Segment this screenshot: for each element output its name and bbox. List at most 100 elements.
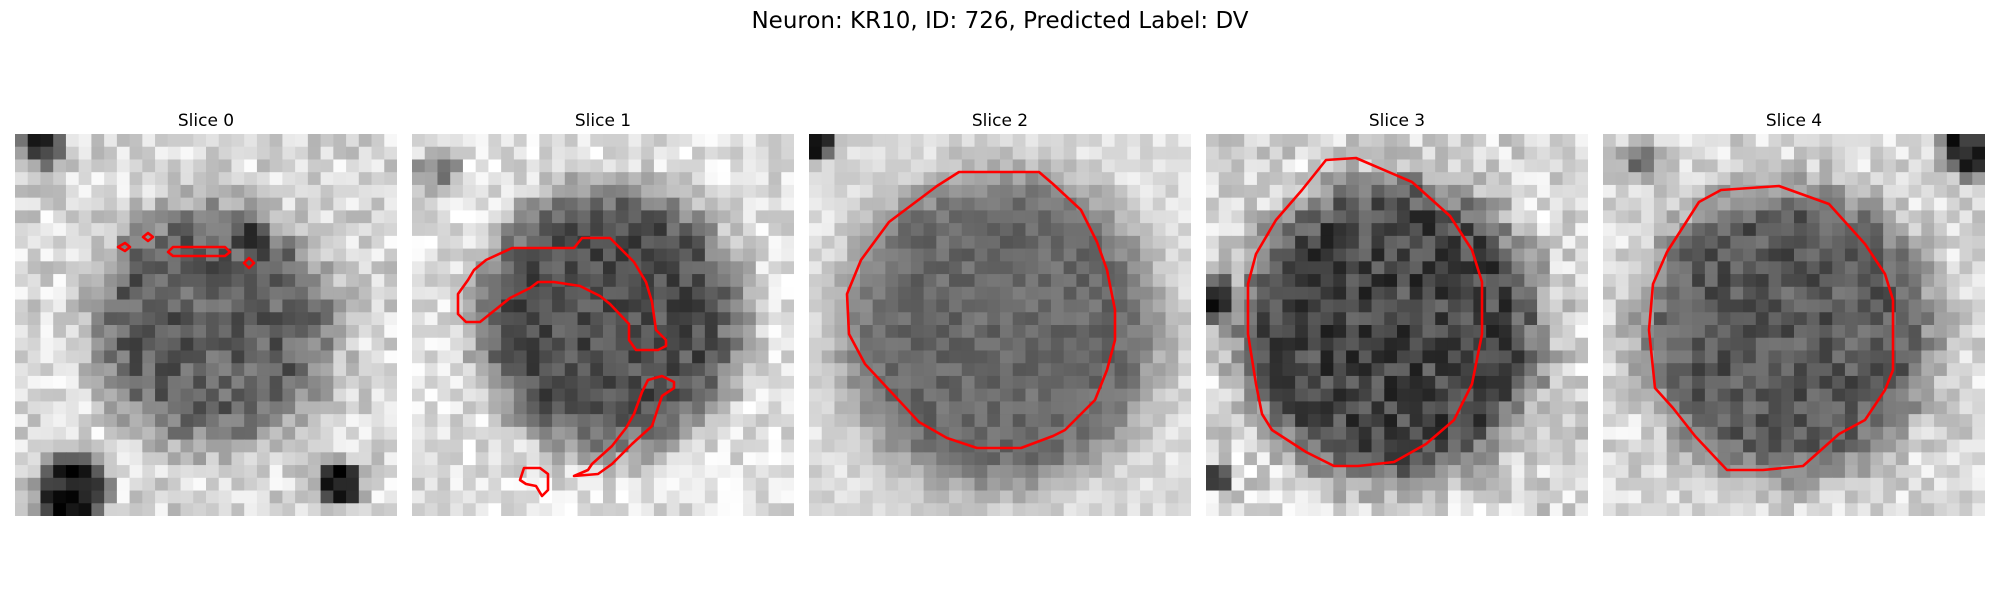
image-pixel [40, 439, 54, 453]
image-pixel [898, 312, 912, 326]
image-pixel [1717, 299, 1731, 313]
image-pixel [40, 477, 54, 492]
image-pixel [40, 503, 54, 516]
image-pixel [1844, 312, 1859, 326]
image-pixel [1806, 388, 1821, 402]
image-pixel [450, 172, 464, 186]
image-pixel [450, 350, 464, 364]
image-pixel [501, 274, 515, 288]
image-pixel [450, 439, 464, 453]
image-pixel [1397, 312, 1411, 326]
image-pixel [244, 184, 258, 199]
image-pixel [987, 414, 1001, 428]
image-pixel [1050, 388, 1065, 402]
image-pixel [295, 134, 309, 148]
image-pixel [155, 465, 169, 479]
image-pixel [104, 363, 118, 377]
image-pixel [1794, 337, 1808, 352]
image-pixel [1511, 235, 1525, 250]
image-pixel [1832, 312, 1846, 326]
image-pixel [1575, 261, 1588, 275]
image-pixel [27, 490, 42, 504]
image-pixel [1679, 439, 1693, 453]
image-pixel [1307, 414, 1322, 428]
image-pixel [244, 299, 258, 313]
image-pixel [847, 388, 861, 402]
image-pixel [437, 350, 451, 364]
image-pixel [704, 159, 719, 173]
image-pixel [1333, 197, 1347, 211]
image-pixel [1575, 490, 1588, 504]
image-pixel [65, 184, 80, 199]
image-pixel [1076, 477, 1090, 492]
image-pixel [1256, 465, 1271, 479]
image-pixel [1679, 210, 1693, 224]
image-pixel [859, 388, 874, 402]
image-pixel [307, 325, 322, 339]
image-pixel [1908, 465, 1922, 479]
image-pixel [424, 235, 439, 250]
image-pixel [1000, 477, 1014, 492]
image-pixel [704, 350, 719, 364]
image-pixel [679, 337, 693, 352]
slice-4-canvas [1603, 134, 1985, 516]
image-pixel [218, 363, 233, 377]
image-pixel [1422, 172, 1436, 186]
image-pixel [475, 414, 489, 428]
image-pixel [1114, 184, 1128, 199]
image-pixel [27, 312, 42, 326]
image-pixel [1435, 414, 1449, 428]
image-pixel [1895, 465, 1910, 479]
image-pixel [256, 452, 271, 466]
image-pixel [898, 223, 912, 237]
image-pixel [1140, 375, 1154, 390]
image-pixel [847, 146, 861, 161]
image-pixel [1844, 401, 1859, 415]
image-pixel [781, 223, 794, 237]
image-pixel [949, 312, 963, 326]
image-pixel [1679, 477, 1693, 492]
image-pixel [1615, 375, 1630, 390]
image-pixel [1140, 439, 1154, 453]
image-pixel [564, 503, 579, 516]
image-pixel [768, 172, 782, 186]
image-pixel [603, 490, 617, 504]
image-pixel [1295, 439, 1309, 453]
image-pixel [1460, 299, 1474, 313]
image-pixel [1806, 223, 1821, 237]
image-pixel [910, 146, 925, 161]
image-pixel [218, 210, 233, 224]
image-pixel [501, 146, 515, 161]
image-pixel [1152, 197, 1167, 211]
image-pixel [910, 248, 925, 262]
image-pixel [1000, 503, 1014, 516]
image-pixel [755, 503, 770, 516]
image-pixel [653, 465, 668, 479]
image-pixel [412, 363, 426, 377]
image-pixel [1692, 452, 1706, 466]
image-pixel [1447, 146, 1462, 161]
image-pixel [1895, 248, 1910, 262]
image-pixel [539, 223, 553, 237]
image-pixel [307, 248, 322, 262]
image-pixel [910, 261, 925, 275]
image-pixel [1282, 286, 1296, 301]
image-pixel [679, 274, 693, 288]
image-pixel [1127, 426, 1141, 441]
image-pixel [206, 184, 220, 199]
image-pixel [1857, 223, 1871, 237]
image-pixel [1972, 134, 1985, 148]
image-pixel [167, 375, 182, 390]
image-pixel [885, 261, 899, 275]
image-pixel [1615, 184, 1630, 199]
image-pixel [142, 299, 156, 313]
image-pixel [847, 197, 861, 211]
slice-image [15, 134, 397, 516]
image-pixel [218, 388, 233, 402]
image-pixel [1384, 465, 1398, 479]
image-pixel [1025, 172, 1039, 186]
image-pixel [1794, 286, 1808, 301]
image-pixel [1743, 210, 1757, 224]
image-pixel [155, 210, 169, 224]
image-pixel [155, 184, 169, 199]
